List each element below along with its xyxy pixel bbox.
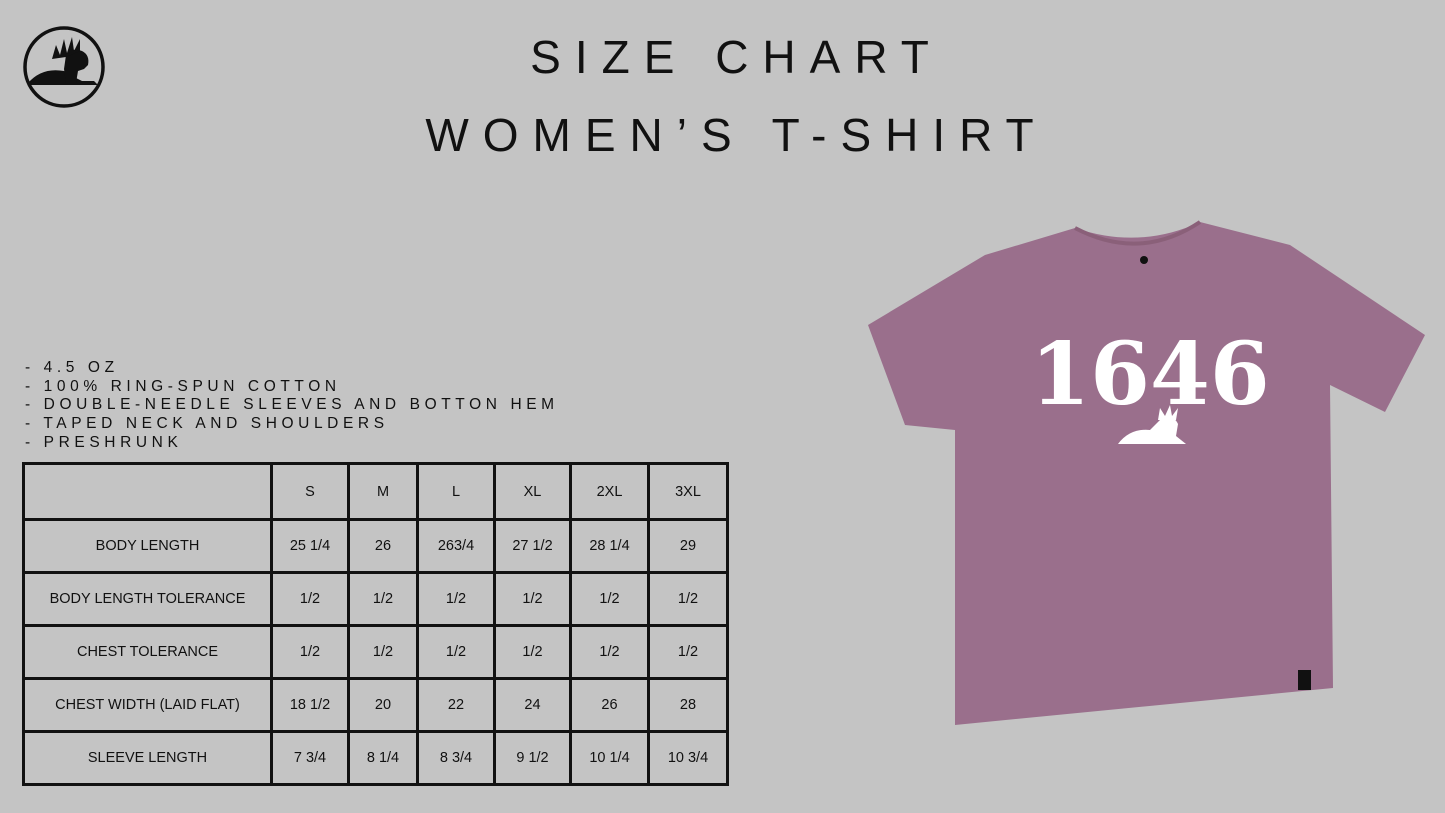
row-label: CHEST WIDTH (LAID FLAT) xyxy=(22,677,273,733)
size-value-cell: 7 3/4 xyxy=(270,730,350,786)
size-header-l: L xyxy=(416,462,496,521)
size-value-cell: 1/2 xyxy=(493,571,572,627)
page-title: SIZE CHART xyxy=(530,31,943,83)
size-value-cell: 29 xyxy=(647,518,729,574)
size-value-cell: 1/2 xyxy=(270,571,350,627)
size-value-cell: 1/2 xyxy=(416,624,496,680)
size-value-cell: 1/2 xyxy=(493,624,572,680)
row-label: SLEEVE LENGTH xyxy=(22,730,273,786)
size-value-cell: 1/2 xyxy=(569,571,650,627)
size-value-cell: 26 xyxy=(347,518,419,574)
neck-label-icon xyxy=(1140,256,1148,264)
size-value-cell: 8 3/4 xyxy=(416,730,496,786)
row-label: BODY LENGTH TOLERANCE xyxy=(22,571,273,627)
size-header-3xl: 3XL xyxy=(647,462,729,521)
page-subtitle: WOMEN’S T-SHIRT xyxy=(425,109,1048,161)
hem-tag-icon xyxy=(1298,670,1311,690)
size-value-cell: 18 1/2 xyxy=(270,677,350,733)
size-value-cell: 1/2 xyxy=(347,571,419,627)
tshirt-body xyxy=(868,222,1425,725)
feature-item: - 100% RING-SPUN COTTON xyxy=(25,377,341,395)
print-text: 1646 xyxy=(1030,324,1269,425)
row-label: CHEST TOLERANCE xyxy=(22,624,273,680)
feature-item: - 4.5 OZ xyxy=(25,359,119,376)
size-header-m: M xyxy=(347,462,419,521)
size-value-cell: 10 3/4 xyxy=(647,730,729,786)
print-lion-icon xyxy=(1118,416,1186,444)
table-header-row: S M L XL 2XL 3XL xyxy=(22,462,729,521)
size-header-2xl: 2XL xyxy=(569,462,650,521)
tshirt-image: 1646 xyxy=(868,220,1425,725)
size-header-xl: XL xyxy=(493,462,572,521)
size-value-cell: 25 1/4 xyxy=(270,518,350,574)
table-row: BODY LENGTH 25 1/4 26 263/4 27 1/2 28 1/4 29 xyxy=(22,518,729,574)
table-row: SLEEVE LENGTH 7 3/4 8 1/4 8 3/4 9 1/2 10 1/4 1… xyxy=(22,730,729,786)
size-value-cell: 26 xyxy=(569,677,650,733)
row-label: BODY LENGTH xyxy=(22,518,273,574)
size-value-cell: 28 xyxy=(647,677,729,733)
size-value-cell: 9 1/2 xyxy=(493,730,572,786)
size-value-cell: 1/2 xyxy=(569,624,650,680)
size-value-cell: 1/2 xyxy=(270,624,350,680)
size-value-cell: 1/2 xyxy=(647,571,729,627)
feature-item: - DOUBLE-NEEDLE SLEEVES AND BOTTON HEM xyxy=(25,396,559,414)
size-table: S M L XL 2XL 3XL BODY LENGTH 25 1/4 26 263/4 27 1/… xyxy=(22,462,729,786)
size-header-s: S xyxy=(270,462,350,521)
size-value-cell: 10 1/4 xyxy=(569,730,650,786)
size-value-cell: 263/4 xyxy=(416,518,496,574)
feature-list: - 4.5 OZ - 100% RING-SPUN COTTON - DOUBL… xyxy=(25,359,559,453)
size-value-cell: 1/2 xyxy=(347,624,419,680)
size-value-cell: 22 xyxy=(416,677,496,733)
feature-item: - TAPED NECK AND SHOULDERS xyxy=(25,415,389,433)
size-value-cell: 24 xyxy=(493,677,572,733)
header-blank-cell xyxy=(22,462,273,521)
table-row: BODY LENGTH TOLERANCE 1/2 1/2 1/2 1/2 1/2 1/2 xyxy=(22,571,729,627)
size-value-cell: 1/2 xyxy=(416,571,496,627)
feature-item: - PRESHRUNK xyxy=(25,433,183,451)
size-value-cell: 1/2 xyxy=(647,624,729,680)
size-value-cell: 8 1/4 xyxy=(347,730,419,786)
size-value-cell: 28 1/4 xyxy=(569,518,650,574)
size-value-cell: 20 xyxy=(347,677,419,733)
lion-emblem-icon xyxy=(23,26,105,108)
table-row: CHEST TOLERANCE 1/2 1/2 1/2 1/2 1/2 1/2 xyxy=(22,624,729,680)
table-row: CHEST WIDTH (LAID FLAT) 18 1/2 20 22 24 26 28 xyxy=(22,677,729,733)
size-value-cell: 27 1/2 xyxy=(493,518,572,574)
